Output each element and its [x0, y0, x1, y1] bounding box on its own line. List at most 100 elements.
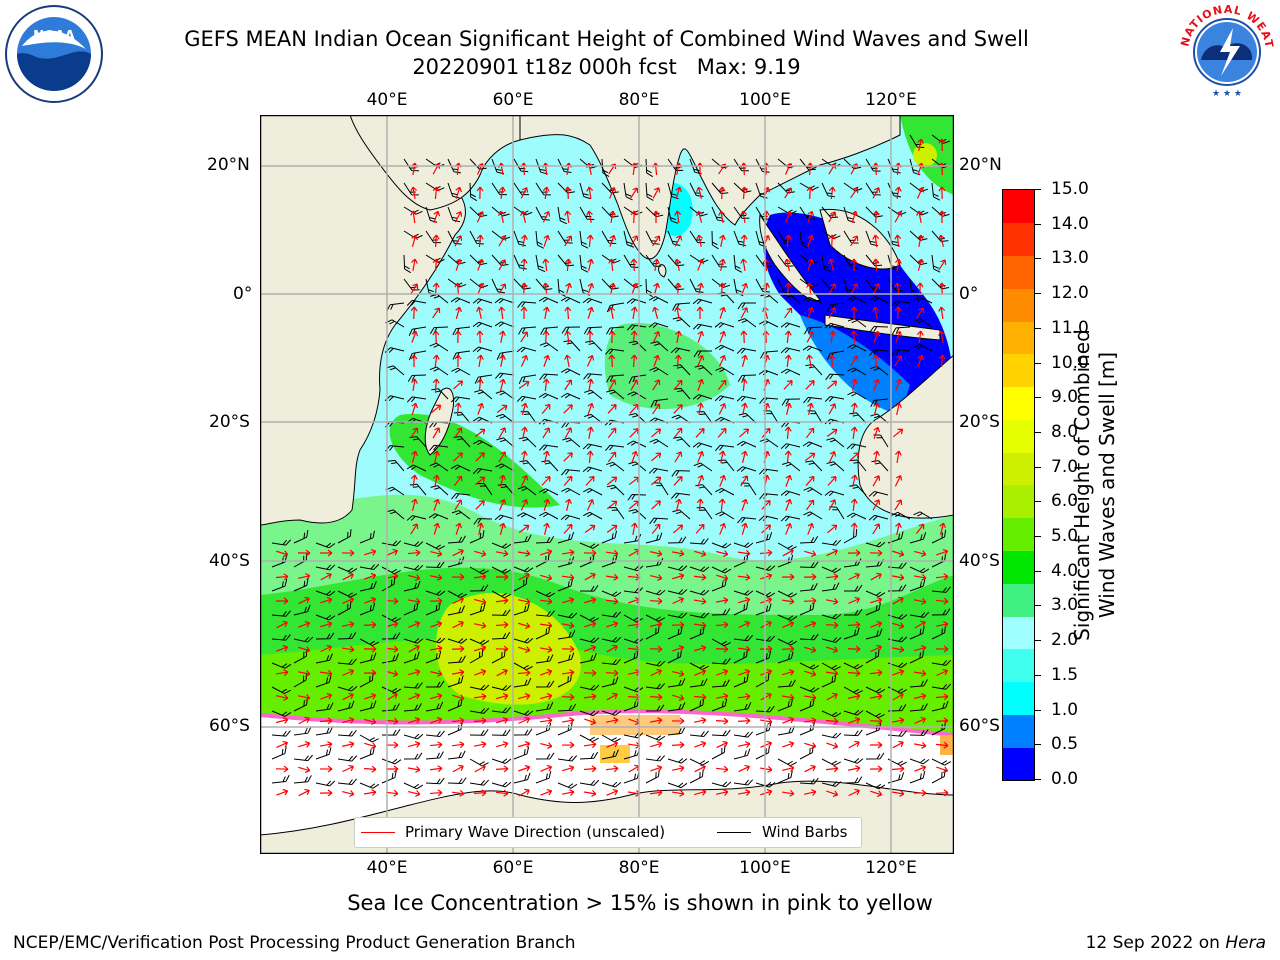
wave-direction-arrow	[499, 378, 506, 391]
wind-barb	[469, 530, 485, 544]
wave-direction-arrow	[564, 379, 573, 391]
wave-direction-arrow	[785, 210, 793, 223]
wave-direction-arrow	[455, 258, 463, 271]
wind-barb	[693, 350, 713, 358]
wave-direction-arrow	[608, 258, 616, 272]
wind-barb	[513, 677, 532, 688]
wind-barb	[601, 734, 621, 743]
wind-barb	[931, 182, 941, 201]
wind-barb	[780, 443, 801, 449]
wind-barb	[293, 604, 311, 616]
wind-barb	[557, 630, 576, 640]
wave-direction-arrow	[784, 258, 791, 271]
wind-barb	[494, 297, 515, 304]
wind-barb	[805, 364, 823, 376]
wind-barb	[694, 364, 713, 376]
wave-direction-arrow	[718, 282, 726, 296]
lat-label-left-0: 0°	[233, 284, 253, 304]
wind-barb	[535, 590, 556, 598]
wind-barb	[538, 444, 559, 451]
wind-barb	[843, 206, 856, 223]
wind-barb	[689, 758, 710, 766]
wind-barb	[799, 230, 809, 249]
wind-barb	[425, 730, 445, 737]
colorbar-tick-mark	[1035, 779, 1041, 780]
wind-barb	[359, 673, 374, 688]
wave-direction-arrow	[938, 282, 946, 296]
wave-direction-arrow	[806, 282, 814, 296]
wind-barb	[606, 484, 625, 496]
colorbar-tick-label: 1.0	[1051, 699, 1079, 720]
colorbar-tick-mark	[1035, 709, 1041, 711]
wind-barb	[557, 652, 575, 664]
wind-barb	[711, 638, 731, 647]
wind-barb	[605, 461, 625, 472]
wave-direction-arrow	[587, 306, 595, 319]
wind-barb	[359, 700, 377, 712]
wave-direction-arrow	[453, 380, 464, 390]
wave-direction-arrow	[916, 307, 925, 319]
wind-barb	[579, 230, 589, 249]
wind-barb	[737, 302, 757, 310]
wave-max-region	[436, 593, 581, 705]
wind-barb	[821, 732, 842, 739]
wind-barb	[450, 396, 471, 403]
wind-barb	[821, 582, 840, 592]
wave-direction-legend-line	[361, 832, 395, 833]
wind-barb	[469, 684, 490, 691]
wave-direction-arrow	[476, 186, 484, 200]
colorbar-segment	[1003, 353, 1034, 388]
wind-barb	[315, 675, 332, 688]
colorbar-tick-mark	[1035, 605, 1041, 607]
wind-barb	[403, 638, 424, 644]
wind-barb	[495, 463, 515, 472]
wind-barb	[869, 349, 889, 356]
wave-direction-arrow	[432, 234, 440, 248]
wave-direction-arrow	[630, 187, 639, 199]
wave-direction-arrow	[542, 186, 550, 200]
wind-barb	[381, 728, 401, 736]
wind-barb	[293, 754, 313, 762]
colorbar-tick-mark	[1035, 223, 1041, 225]
wave-direction-arrow	[740, 307, 749, 319]
wind-barb	[579, 684, 600, 691]
wind-barb	[387, 459, 405, 472]
wind-barb	[673, 436, 691, 448]
wind-barb	[865, 686, 886, 694]
wind-barb	[271, 774, 290, 784]
wind-barb	[711, 729, 731, 737]
wave-direction-arrow	[718, 186, 726, 200]
colorbar-tick-mark	[1035, 466, 1041, 468]
wave-direction-arrow	[674, 210, 682, 224]
wind-barb	[733, 779, 754, 786]
wave-direction-arrow	[828, 234, 836, 248]
wave-direction-arrow	[916, 330, 924, 344]
wind-barb	[293, 529, 309, 544]
colorbar-tick-label: 14.0	[1051, 213, 1089, 234]
wave-direction-arrow	[674, 258, 681, 271]
lat-label-left-20s: 20°S	[209, 412, 250, 432]
wind-barb	[733, 230, 747, 247]
wind-barb	[491, 609, 511, 616]
wind-barb	[337, 529, 352, 544]
wind-barb	[381, 540, 402, 547]
wind-barb	[476, 482, 493, 496]
wind-barb	[736, 395, 757, 402]
wave-direction-arrow	[674, 354, 682, 368]
wind-barb	[560, 392, 581, 400]
wind-barb	[601, 611, 622, 618]
wind-barb	[824, 490, 845, 497]
wind-barb	[802, 345, 823, 352]
wave-direction-arrow	[543, 354, 551, 367]
colorbar-segment	[1003, 222, 1034, 257]
wave-direction-arrow	[894, 211, 903, 223]
wind-barb	[931, 700, 949, 712]
wind-barb	[715, 444, 735, 452]
wind-barb	[733, 674, 749, 688]
wave-direction-arrow	[806, 186, 814, 200]
wave-direction-arrow	[609, 186, 617, 199]
wind-barb	[403, 158, 419, 172]
wind-barb	[516, 512, 537, 520]
wind-barb	[667, 206, 678, 224]
wave-direction-arrow	[543, 234, 551, 247]
